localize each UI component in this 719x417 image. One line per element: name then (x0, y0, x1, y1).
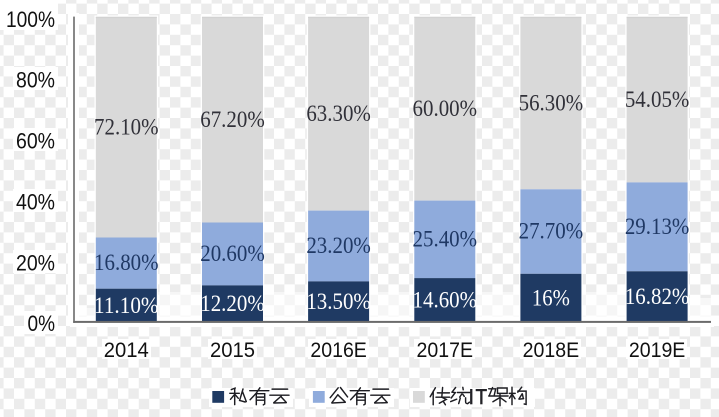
svg-text:2019E: 2019E (629, 339, 686, 362)
svg-text:2018E: 2018E (523, 339, 580, 362)
svg-text:60%: 60% (16, 129, 55, 154)
svg-text:20.60%: 20.60% (200, 241, 265, 266)
svg-text:0%: 0% (28, 311, 56, 336)
svg-text:80%: 80% (16, 68, 55, 93)
svg-text:27.70%: 27.70% (519, 219, 584, 244)
svg-text:2014: 2014 (104, 339, 149, 362)
svg-text:12.20%: 12.20% (200, 291, 265, 316)
svg-text:72.10%: 72.10% (94, 115, 159, 140)
svg-text:13.50%: 13.50% (306, 289, 371, 314)
svg-text:16.80%: 16.80% (94, 250, 159, 275)
svg-text:40%: 40% (16, 190, 55, 215)
svg-text:20%: 20% (16, 251, 55, 276)
svg-text:25.40%: 25.40% (413, 226, 478, 251)
svg-text:16.82%: 16.82% (625, 284, 690, 309)
svg-text:56.30%: 56.30% (519, 90, 584, 115)
svg-text:54.05%: 54.05% (625, 87, 690, 112)
svg-text:2015: 2015 (210, 339, 255, 362)
svg-text:100%: 100% (6, 7, 55, 32)
svg-text:2016E: 2016E (310, 339, 367, 362)
svg-text:2017E: 2017E (417, 339, 474, 362)
svg-text:16%: 16% (532, 285, 570, 310)
svg-text:11.10%: 11.10% (94, 293, 159, 318)
svg-text:23.20%: 23.20% (306, 233, 371, 258)
svg-text:60.00%: 60.00% (413, 96, 478, 121)
svg-text:63.30%: 63.30% (306, 101, 371, 126)
svg-text:14.60%: 14.60% (413, 287, 478, 312)
svg-text:67.20%: 67.20% (200, 107, 265, 132)
svg-text:29.13%: 29.13% (625, 214, 690, 239)
